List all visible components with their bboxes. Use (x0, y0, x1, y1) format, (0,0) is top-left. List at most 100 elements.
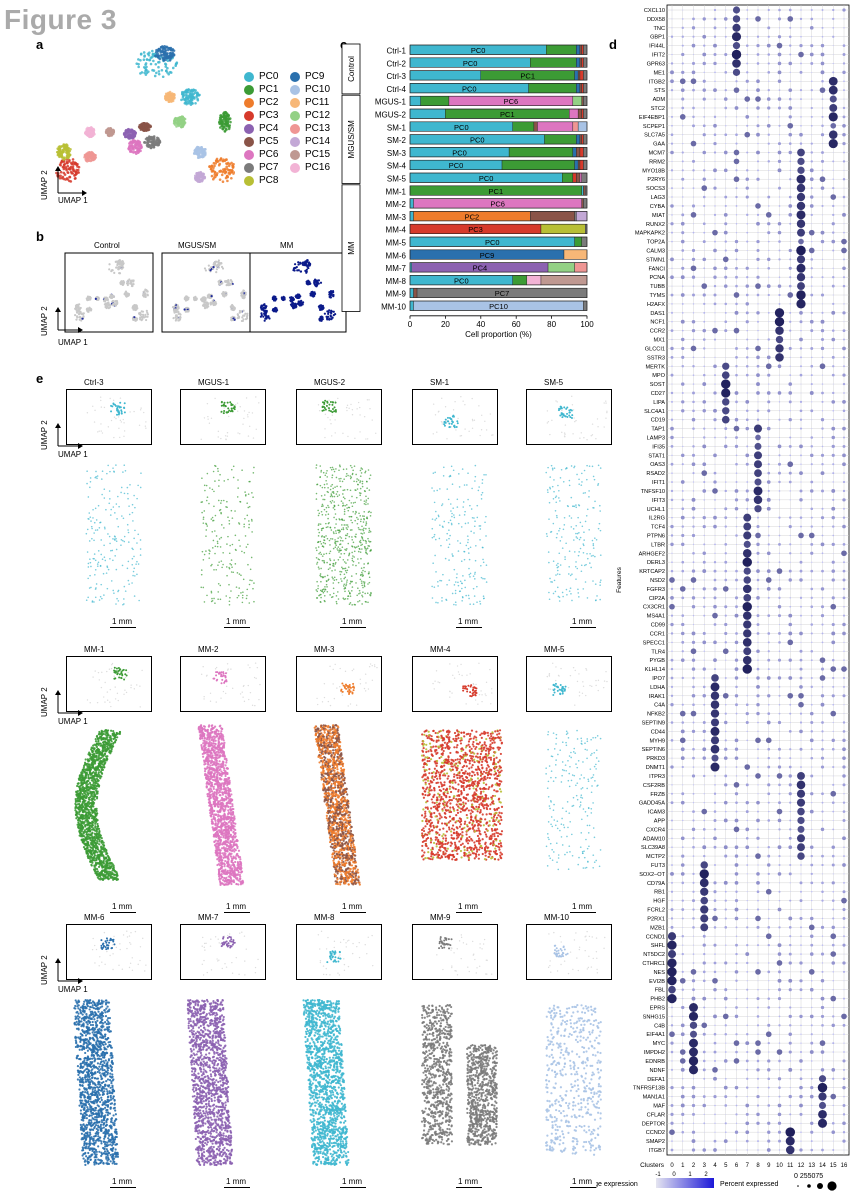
dot (735, 516, 738, 519)
dot (832, 757, 834, 759)
scale-bar (110, 627, 136, 628)
dot (843, 507, 845, 510)
dot (842, 141, 846, 146)
spatial-tissue-map (544, 1004, 603, 1156)
spatial-umap-box (526, 389, 612, 445)
dot (725, 472, 727, 474)
dot (736, 1069, 737, 1071)
dot (756, 1094, 760, 1099)
dot (796, 174, 806, 184)
dot (787, 292, 794, 298)
dot (680, 515, 685, 520)
dot (810, 881, 814, 885)
dot (724, 730, 727, 733)
dot (755, 1049, 761, 1055)
dot (746, 988, 749, 991)
legend-item-pc1: PC1 (244, 83, 278, 96)
dot (692, 445, 695, 448)
dot (820, 471, 825, 476)
dot (767, 463, 770, 466)
dot (842, 801, 846, 804)
dot (682, 579, 684, 581)
dot (682, 962, 684, 964)
dot (671, 481, 673, 483)
dot (757, 401, 759, 403)
bar-sample-label: MM-7 (386, 264, 407, 273)
dot (768, 178, 770, 180)
dot (746, 71, 749, 74)
dot (670, 355, 674, 359)
dot (799, 596, 803, 599)
dot (757, 587, 759, 590)
feature-label: CALM3 (646, 248, 665, 254)
bar-dominant-label: PC10 (489, 302, 508, 311)
bar-sample-label: MM-2 (386, 200, 407, 209)
dot (746, 1006, 748, 1009)
dot (714, 1007, 716, 1008)
feature-label: MYO18B (642, 168, 665, 174)
dot (670, 169, 674, 172)
dot (779, 410, 780, 412)
dot (681, 498, 684, 502)
dot (778, 703, 781, 706)
dot (799, 988, 803, 992)
dot (817, 1118, 828, 1128)
dot (788, 266, 792, 270)
dot (710, 726, 720, 736)
dot (821, 854, 824, 858)
dot (832, 27, 835, 29)
dot (735, 890, 738, 893)
dot (821, 819, 824, 822)
dot (787, 639, 794, 646)
dot (691, 596, 696, 600)
dot (800, 481, 802, 483)
dot (832, 160, 835, 163)
dot (831, 631, 836, 636)
dot (785, 1127, 796, 1137)
dot (821, 881, 824, 885)
dot (756, 1121, 760, 1125)
dot (732, 42, 741, 50)
dot (723, 880, 728, 885)
dot (745, 720, 749, 725)
dot (723, 1085, 728, 1090)
dot (713, 667, 717, 671)
dot (701, 185, 708, 191)
dot (756, 925, 760, 929)
dot (671, 757, 673, 759)
dot (832, 54, 834, 55)
dot (800, 508, 802, 510)
dot (724, 1051, 727, 1053)
dot (691, 979, 696, 983)
cluster-tick: 9 (767, 1163, 771, 1169)
dot (682, 142, 684, 145)
dot (800, 588, 802, 590)
dot (681, 507, 685, 511)
feature-label: SEPTIN9 (642, 721, 665, 727)
dot (745, 1059, 749, 1063)
dot (820, 159, 825, 163)
dot (841, 1013, 847, 1020)
dot (679, 1058, 686, 1064)
dot (755, 532, 761, 539)
dot (831, 337, 836, 342)
feature-label: IRAK1 (649, 694, 665, 700)
dot (671, 516, 673, 519)
dot (745, 284, 749, 288)
dot (724, 320, 728, 324)
feature-label: PRKD3 (646, 756, 665, 762)
scale-bar (456, 627, 482, 628)
dot (842, 783, 846, 787)
dot (681, 490, 684, 492)
dot (712, 1067, 718, 1073)
feature-label: NFKB2 (647, 712, 665, 718)
dot (788, 774, 792, 778)
dot (757, 115, 759, 118)
dot (713, 658, 717, 663)
dot (788, 988, 792, 992)
dot (725, 9, 727, 11)
dot (690, 345, 697, 352)
dot (746, 445, 749, 448)
dot (744, 131, 751, 138)
dot (777, 720, 782, 725)
